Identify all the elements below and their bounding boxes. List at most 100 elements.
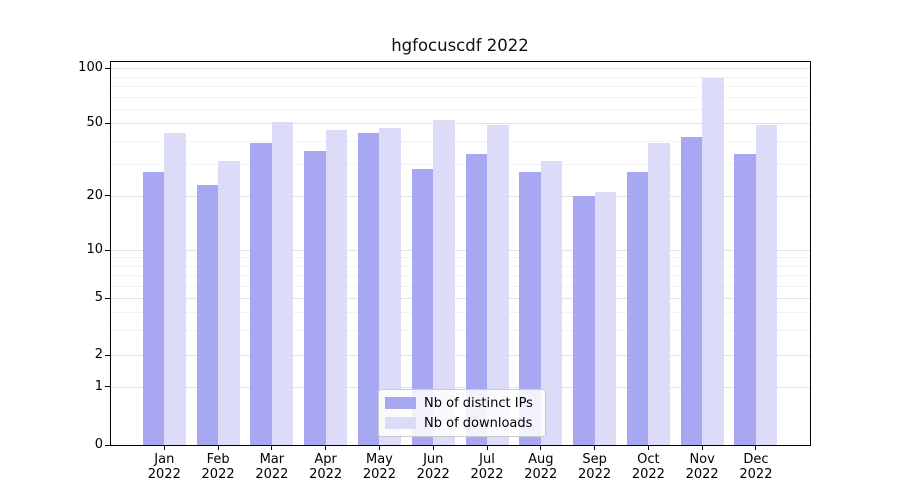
x-tick-sep [594, 446, 596, 450]
x-tick-label-dec: Dec 2022 [724, 452, 788, 482]
gridline-major-5 [111, 298, 810, 300]
x-tick-month-aug: Aug [528, 452, 554, 467]
x-tick-label-may: May 2022 [347, 452, 411, 482]
bar-downloads-may [379, 128, 401, 445]
y-tick-10 [105, 249, 110, 251]
x-tick-year-jan: 2022 [147, 467, 181, 482]
x-tick-label-apr: Apr 2022 [294, 452, 358, 482]
x-tick-label-oct: Oct 2022 [616, 452, 680, 482]
legend-row-distinct-ips: Nb of distinct IPs [385, 396, 545, 411]
x-tick-month-mar: Mar [259, 452, 285, 467]
bar-ips-sep [573, 195, 595, 445]
x-tick-year-jul: 2022 [470, 467, 504, 482]
gridline-major-10 [111, 250, 810, 251]
gridline-minor-9 [111, 257, 810, 259]
gridline-minor-90 [111, 76, 810, 78]
x-tick-may [378, 446, 380, 450]
x-tick-year-apr: 2022 [309, 467, 343, 482]
gridline-major-20 [111, 195, 810, 197]
legend-label-downloads: Nb of downloads [424, 415, 533, 431]
bar-ips-dec [734, 153, 756, 445]
x-tick-label-mar: Mar 2022 [240, 452, 304, 482]
x-tick-year-jun: 2022 [416, 467, 450, 482]
legend-swatch-downloads-icon [385, 417, 416, 429]
gridline-minor-60 [111, 108, 810, 110]
x-tick-year-aug: 2022 [524, 467, 558, 482]
x-tick-year-nov: 2022 [685, 467, 719, 482]
x-tick-label-sep: Sep 2022 [563, 452, 627, 482]
y-tick-label-5: 5 [94, 290, 103, 306]
gridline-minor-8 [111, 265, 810, 267]
y-tick-1 [105, 386, 110, 388]
x-tick-label-jul: Jul 2022 [455, 452, 519, 482]
x-tick-aug [540, 446, 542, 450]
x-tick-year-feb: 2022 [201, 467, 235, 482]
legend-row-downloads: Nb of downloads [385, 416, 545, 431]
gridline-minor-3 [111, 329, 810, 331]
gridline-minor-30 [111, 163, 810, 165]
y-tick-label-2: 2 [94, 347, 103, 362]
bar-downloads-jul [487, 124, 509, 445]
y-tick-50 [105, 122, 110, 124]
x-tick-oct [647, 446, 649, 450]
x-tick-year-may: 2022 [362, 467, 396, 482]
chart-title: hgfocuscdf 2022 [391, 36, 529, 55]
gridline-major-1 [111, 386, 810, 388]
x-tick-nov [701, 446, 703, 450]
x-tick-month-oct: Oct [637, 452, 660, 467]
gridline-minor-7 [111, 274, 810, 276]
bar-downloads-jan [164, 133, 186, 445]
bar-downloads-feb [218, 161, 240, 445]
y-tick-label-20: 20 [86, 187, 103, 203]
x-tick-year-oct: 2022 [631, 467, 665, 482]
bar-ips-jun [411, 169, 434, 445]
y-tick-100 [105, 67, 110, 69]
gridline-major-100 [111, 68, 810, 70]
x-tick-label-jun: Jun 2022 [401, 452, 465, 482]
x-tick-mar [271, 446, 273, 450]
y-tick-label-1: 1 [94, 378, 103, 394]
bar-downloads-nov [702, 78, 724, 445]
x-tick-month-feb: Feb [206, 452, 230, 467]
x-tick-label-jan: Jan 2022 [132, 452, 196, 482]
bar-downloads-oct [648, 142, 670, 445]
x-tick-year-mar: 2022 [255, 467, 289, 482]
y-tick-label-100: 100 [78, 60, 103, 76]
x-tick-month-apr: Apr [314, 452, 337, 467]
legend: Nb of distinct IPs Nb of downloads [378, 389, 546, 437]
x-tick-label-feb: Feb 2022 [186, 452, 250, 482]
x-tick-month-jun: Jun [423, 452, 444, 467]
x-tick-jul [486, 446, 488, 450]
x-tick-year-sep: 2022 [578, 467, 612, 482]
x-tick-month-jan: Jan [154, 452, 175, 467]
x-tick-feb [217, 446, 219, 450]
bar-ips-mar [250, 142, 272, 445]
x-tick-jan [163, 446, 165, 450]
bar-ips-jan [142, 171, 165, 445]
bar-downloads-aug [540, 161, 563, 445]
bar-downloads-sep [594, 191, 617, 445]
bar-ips-jul [465, 153, 487, 445]
x-tick-label-nov: Nov 2022 [670, 452, 734, 482]
bar-downloads-mar [271, 121, 294, 445]
x-tick-dec [755, 446, 757, 450]
y-tick-2 [105, 354, 110, 356]
bar-downloads-apr [325, 129, 348, 445]
legend-swatch-distinct-ips-icon [385, 397, 416, 409]
plot-area [110, 61, 811, 446]
legend-label-distinct-ips: Nb of distinct IPs [424, 395, 533, 411]
gridline-major-50 [111, 123, 810, 125]
gridline-minor-6 [111, 285, 810, 287]
x-tick-label-aug: Aug 2022 [509, 452, 573, 482]
gridline-minor-80 [111, 86, 810, 87]
x-tick-jun [432, 446, 434, 450]
gridline-minor-40 [111, 140, 810, 142]
gridline-minor-4 [111, 312, 810, 314]
bar-ips-feb [196, 184, 219, 445]
bar-downloads-jun [433, 120, 455, 445]
bar-ips-nov [680, 137, 703, 445]
x-tick-month-may: May [365, 452, 393, 467]
bar-ips-may [357, 133, 380, 445]
y-tick-label-10: 10 [86, 242, 103, 257]
